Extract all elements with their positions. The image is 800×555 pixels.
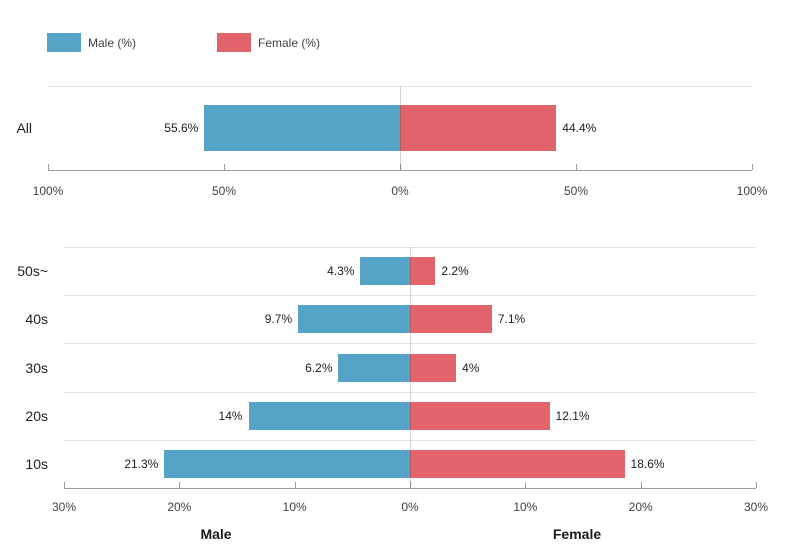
gridline <box>48 86 752 87</box>
axis-tick-label: 0% <box>401 500 419 514</box>
axis-tick-label: 50% <box>211 184 237 198</box>
female-bar[interactable] <box>410 305 492 334</box>
axis-tick-label: 20% <box>167 500 192 514</box>
axis-tick-label: 10% <box>282 500 307 514</box>
category-label: All <box>16 120 32 136</box>
axis-tick <box>525 482 527 488</box>
zero-baseline <box>400 86 401 170</box>
gridline <box>64 439 756 441</box>
male-bar[interactable] <box>298 305 410 334</box>
female-value-label: 44.4% <box>562 121 597 135</box>
axis-title-female: Female <box>552 526 602 542</box>
category-label: 20s <box>25 407 48 424</box>
female-bar[interactable] <box>410 257 436 286</box>
axis-tick-label: 30% <box>51 500 77 514</box>
gridline <box>64 295 756 297</box>
axis-tick-label: 50% <box>563 184 589 198</box>
female-value-label: 18.6% <box>630 456 665 471</box>
axis-tick <box>410 482 411 488</box>
axis-tick <box>64 482 65 488</box>
female-color-swatch-icon <box>217 33 251 52</box>
axis-tick-label: 100% <box>736 184 768 198</box>
axis-tick <box>224 164 225 170</box>
legend-label-female: Female (%) <box>258 35 321 50</box>
axis-tick <box>576 164 577 170</box>
gridline <box>64 247 756 248</box>
female-bar[interactable] <box>410 449 625 478</box>
axis-tick <box>756 482 757 488</box>
female-value-label: 4% <box>462 360 480 375</box>
female-value-label: 7.1% <box>497 312 526 327</box>
category-label: 40s <box>25 311 48 328</box>
male-value-label: 4.3% <box>327 264 355 279</box>
axis-tick <box>48 164 49 170</box>
male-value-label: 6.2% <box>305 360 333 375</box>
axis-tick-label: 30% <box>743 500 769 514</box>
legend-item-female[interactable]: Female (%) <box>217 33 320 52</box>
axis-tick-label: 0% <box>391 184 409 198</box>
category-label: 10s <box>25 455 48 472</box>
male-value-label: 21.3% <box>124 456 159 471</box>
male-bar[interactable] <box>248 401 410 430</box>
axis-tick <box>179 482 181 488</box>
legend-item-male[interactable]: Male (%) <box>47 33 136 52</box>
axis-tick <box>400 164 401 170</box>
female-bar[interactable] <box>410 401 550 430</box>
category-label: 30s <box>25 359 48 376</box>
male-value-label: 9.7% <box>264 312 293 327</box>
axis-tick <box>640 482 642 488</box>
gridline <box>64 391 756 393</box>
male-bar[interactable] <box>338 353 410 382</box>
axis-title-male: Male <box>200 526 232 542</box>
gridline <box>64 343 756 345</box>
axis-tick-label: 20% <box>628 500 653 514</box>
female-bar[interactable] <box>410 353 457 382</box>
x-axis-line <box>48 170 752 171</box>
axis-tick-label: 10% <box>513 500 538 514</box>
legend-label-male: Male (%) <box>88 35 137 50</box>
female-value-label: 12.1% <box>555 408 590 423</box>
male-bar[interactable] <box>360 257 410 286</box>
x-axis-line <box>64 488 756 489</box>
male-value-label: 14% <box>218 408 243 423</box>
male-color-swatch-icon <box>47 33 81 52</box>
female-value-label: 2.2% <box>441 264 469 279</box>
axis-tick <box>752 164 753 170</box>
male-bar[interactable] <box>204 105 400 151</box>
female-bar[interactable] <box>400 105 557 151</box>
axis-tick-label: 100% <box>32 184 64 198</box>
category-label: 50s~ <box>17 263 48 280</box>
male-bar[interactable] <box>164 449 410 478</box>
male-value-label: 55.6% <box>164 121 199 135</box>
zero-baseline <box>410 247 411 488</box>
axis-tick <box>294 482 296 488</box>
